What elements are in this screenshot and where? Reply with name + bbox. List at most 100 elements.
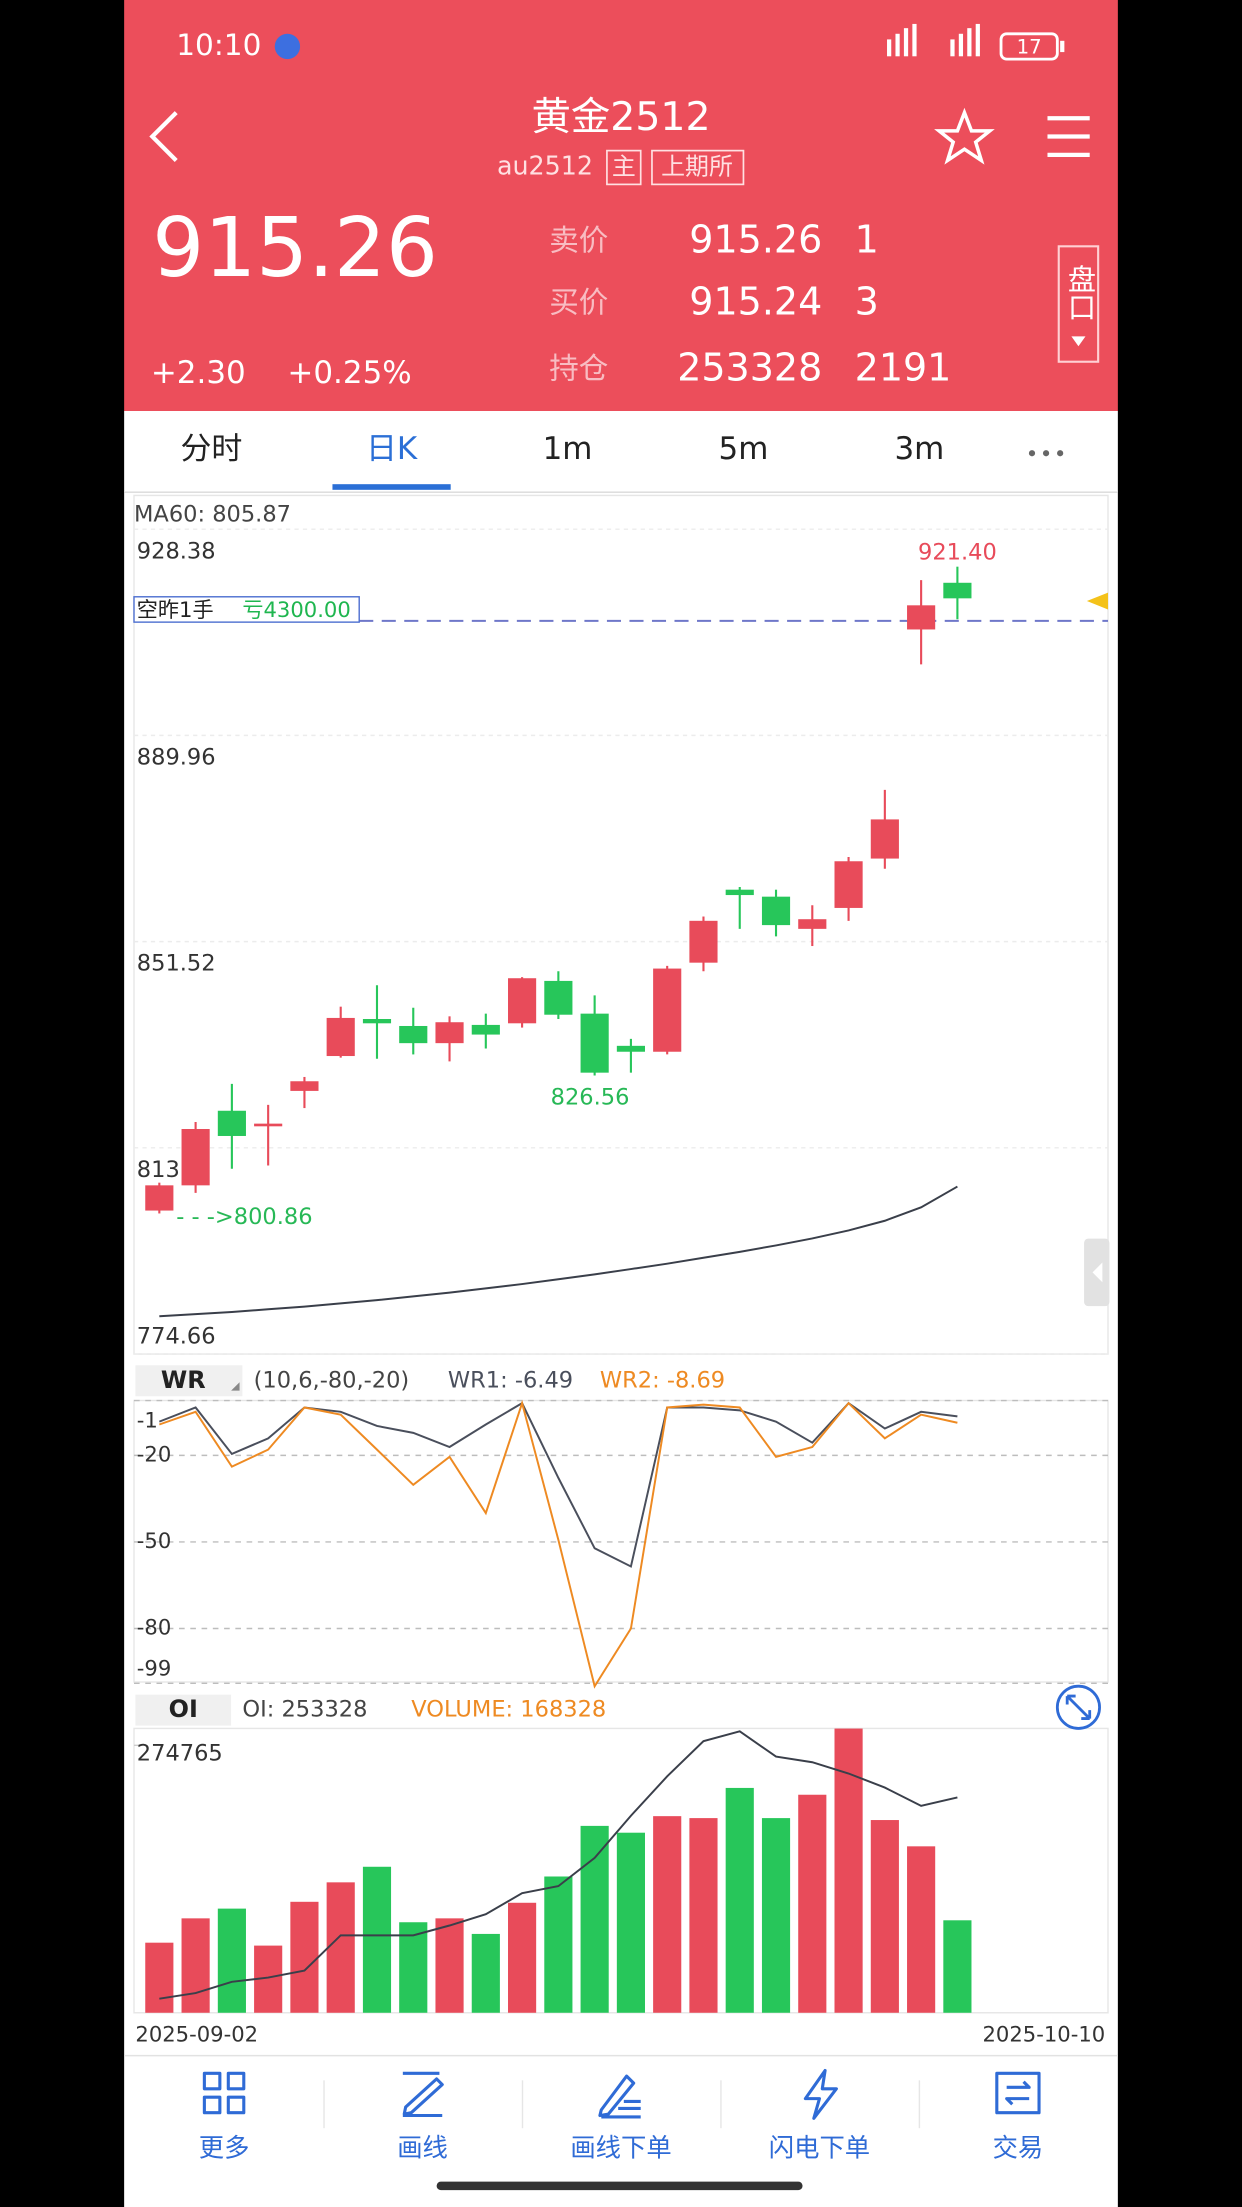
tab[interactable]: 3m [894, 431, 944, 467]
candle-body [616, 1045, 645, 1052]
volume-bar [870, 1820, 899, 2013]
tab[interactable]: 1m [543, 431, 593, 467]
quote-value: 915.26 [689, 218, 822, 262]
tag: 上期所 [661, 152, 733, 180]
tab[interactable]: 日K [366, 431, 418, 467]
quote-label: 卖价 [549, 224, 608, 258]
indicator-box[interactable] [135, 1365, 243, 1397]
volume-bar [943, 1920, 972, 2013]
candle-body [326, 1017, 355, 1057]
volume-bar [399, 1922, 428, 2013]
y-tick-label: -50 [137, 1528, 171, 1553]
volume-bar [181, 1918, 210, 2013]
candle-body [798, 919, 827, 929]
candle-body [761, 896, 791, 926]
y-tick-label: 889.96 [137, 744, 216, 770]
title: 黄金2512 [531, 94, 710, 140]
candle-body [870, 819, 899, 859]
y-tick-label: 928.38 [137, 538, 216, 564]
indicator-params: (10,6,-80,-20) [254, 1367, 410, 1393]
side-button[interactable] [1057, 245, 1100, 363]
volume-bar [653, 1816, 682, 2013]
side-button-arrow [1071, 336, 1086, 347]
price-annotation: - - ->800.86 [176, 1204, 312, 1230]
y-tick-label: -80 [137, 1615, 171, 1640]
candle-body [508, 978, 537, 1024]
quote-qty: 1 [855, 218, 879, 262]
volume-bar [689, 1818, 718, 2013]
candle-body [834, 861, 863, 908]
candle-body [399, 1025, 428, 1044]
volume-bar [362, 1866, 392, 2013]
ma-label: MA60: 805.87 [134, 502, 291, 528]
quote-label: 持仓 [549, 352, 608, 386]
volume-bar [435, 1918, 464, 2013]
toolbar-icon [402, 2071, 444, 2118]
position-pnl: 亏4300.00 [242, 597, 350, 622]
status-time: 10:10 [176, 28, 261, 62]
volume-bar [145, 1942, 174, 2013]
toolbar-icon [995, 2071, 1041, 2115]
volume-bar [834, 1728, 863, 2013]
y-tick-label: -20 [137, 1441, 171, 1466]
candle-body [943, 582, 972, 599]
status-icon [274, 33, 301, 60]
toolbar-label[interactable]: 更多 [199, 2132, 250, 2162]
volume-bar [217, 1908, 246, 2013]
indicator-box[interactable] [135, 1694, 232, 1726]
price-annotation: 826.56 [551, 1084, 630, 1110]
volume-bar [544, 1876, 573, 2013]
indicator-dropdown [231, 1382, 240, 1391]
indicator-title: OI [169, 1695, 198, 1723]
x-label: 2025-09-02 [135, 2021, 258, 2046]
candle-body [362, 1019, 392, 1024]
back-button[interactable] [149, 111, 178, 162]
volume-bar [508, 1902, 537, 2013]
candle-body [290, 1081, 319, 1091]
toolbar-icon [598, 2074, 641, 2119]
volume-bar [761, 1818, 791, 2013]
legend-label: WR2: -8.69 [600, 1367, 725, 1393]
kline-frame [133, 494, 1109, 1355]
candle-body [181, 1129, 210, 1186]
menu-button[interactable] [1047, 116, 1090, 157]
tab[interactable]: 5m [719, 431, 769, 467]
y-tick-label: 851.52 [137, 951, 216, 977]
volume-label: VOLUME: 168328 [411, 1697, 606, 1723]
expand-icon [1065, 1694, 1092, 1720]
toolbar-label[interactable]: 画线下单 [570, 2132, 671, 2162]
candle-body [580, 1013, 609, 1073]
ma-line [159, 1185, 958, 1318]
expand-button[interactable] [1055, 1684, 1101, 1730]
volume-bar [616, 1832, 645, 2013]
more-tabs[interactable] [1028, 450, 1064, 457]
tabs: 分时 日K 1m 5m 3m [180, 431, 944, 490]
tag: 主 [612, 152, 636, 180]
toolbar-label[interactable]: 画线 [397, 2132, 448, 2162]
candle-body [544, 980, 573, 1015]
oi-label: OI: 253328 [242, 1697, 367, 1723]
status-icons [887, 23, 1065, 61]
candle-body [689, 920, 718, 963]
legend-label: WR1: -6.49 [448, 1367, 573, 1393]
y-tick-label: 813. [137, 1157, 187, 1183]
candle-body [217, 1110, 246, 1136]
header [124, 0, 1118, 411]
home-indicator [436, 2181, 803, 2191]
side-drawer-arrow [1092, 1262, 1103, 1283]
quote-qty: 2191 [855, 346, 952, 390]
toolbar-label[interactable]: 交易 [993, 2132, 1044, 2162]
volume-bar [725, 1787, 754, 2013]
tab-indicator [332, 484, 451, 490]
quote-label: 买价 [549, 286, 608, 320]
toolbar-label[interactable]: 闪电下单 [769, 2132, 870, 2162]
favorite-button[interactable] [934, 107, 995, 165]
tab[interactable]: 分时 [180, 431, 242, 467]
candle-body [254, 1123, 283, 1127]
quote-value: 915.24 [689, 280, 822, 324]
candle-body [725, 889, 754, 896]
candle-body [145, 1185, 174, 1211]
battery-level: 17 [1017, 35, 1042, 58]
